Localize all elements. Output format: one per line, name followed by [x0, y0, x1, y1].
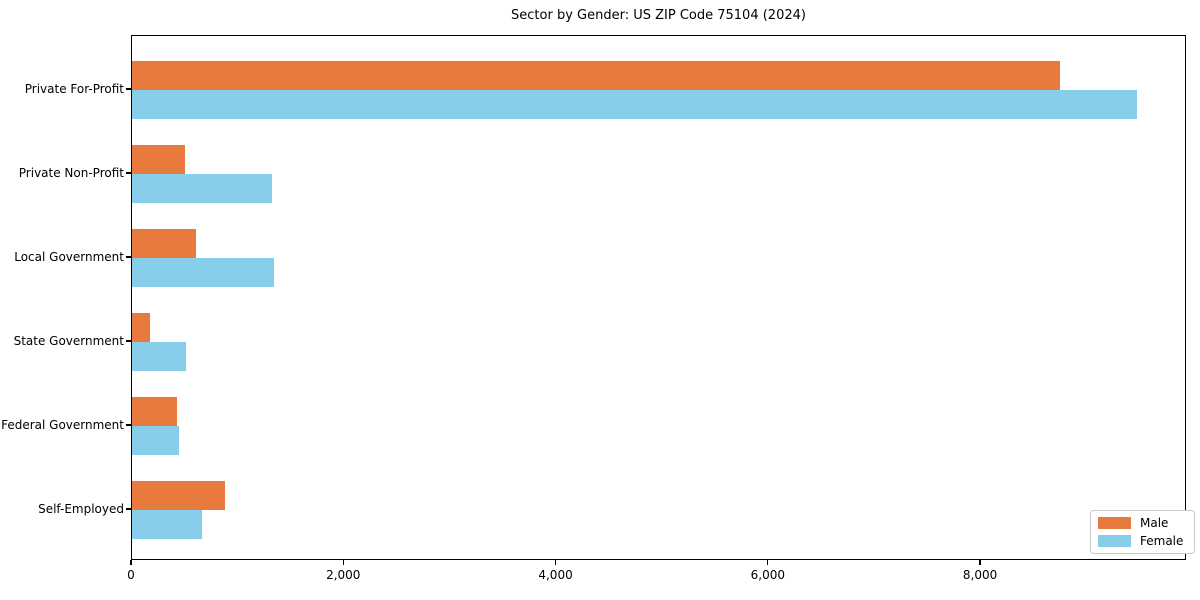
y-tick-label-state-government: State Government [13, 334, 124, 348]
y-tick-label-federal-government: Federal Government [1, 418, 124, 432]
bar-female-federal-government [132, 426, 179, 455]
y-tick-label-local-government: Local Government [14, 250, 124, 264]
bar-female-self-employed [132, 510, 203, 539]
bar-female-private-non-profit [132, 174, 273, 203]
x-tick-mark [554, 560, 557, 565]
bar-female-local-government [132, 258, 275, 287]
bar-male-state-government [132, 313, 151, 342]
y-tick-label-self-employed: Self-Employed [38, 502, 124, 516]
legend-item-male: Male [1098, 517, 1183, 529]
x-tick-label-4-000: 4,000 [538, 568, 573, 582]
legend-label-female: Female [1140, 534, 1184, 548]
y-tick-label-private-non-profit: Private Non-Profit [18, 166, 124, 180]
bar-male-private-for-profit [132, 61, 1060, 90]
legend-item-female: Female [1098, 535, 1183, 547]
legend-swatch-male [1098, 517, 1131, 529]
legend-label-male: Male [1140, 516, 1169, 530]
x-tick-label-8-000: 8,000 [962, 568, 998, 582]
bar-male-private-non-profit [132, 145, 186, 174]
plot-area [131, 35, 1186, 560]
bar-female-state-government [132, 342, 187, 371]
y-tick-label-private-for-profit: Private For-Profit [24, 82, 124, 96]
bar-male-local-government [132, 229, 196, 258]
x-tick-mark [130, 560, 132, 565]
y-tick-mark [126, 340, 131, 342]
x-tick-label-2-000: 2,000 [326, 568, 361, 582]
bar-male-self-employed [132, 481, 226, 510]
x-tick-mark [979, 560, 981, 565]
x-tick-label-0: 0 [127, 568, 135, 582]
x-tick-label-6-000: 6,000 [750, 568, 785, 582]
y-tick-mark [126, 256, 131, 258]
legend: Male Female [1090, 510, 1196, 554]
y-tick-mark [126, 508, 131, 510]
legend-swatch-female [1098, 535, 1131, 547]
y-tick-mark [126, 424, 131, 426]
bar-female-private-for-profit [132, 90, 1138, 119]
y-tick-mark [126, 88, 131, 90]
x-tick-mark [767, 560, 769, 565]
chart-title: Sector by Gender: US ZIP Code 75104 (202… [511, 8, 806, 23]
y-tick-mark [126, 172, 131, 174]
bar-male-federal-government [132, 397, 177, 426]
x-tick-mark [342, 560, 344, 565]
